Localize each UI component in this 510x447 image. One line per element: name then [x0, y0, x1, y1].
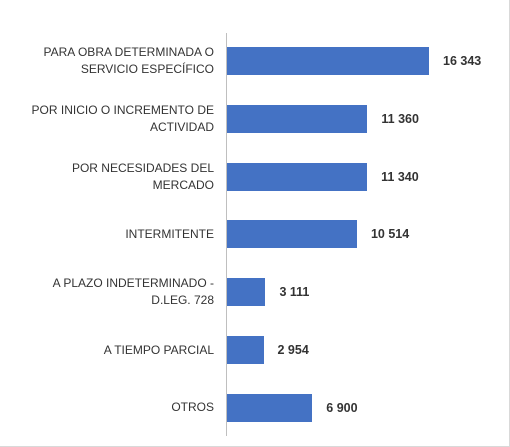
- value-label: 16 343: [443, 54, 482, 68]
- bar: [227, 47, 429, 75]
- value-label: 6 900: [326, 400, 358, 415]
- value-label: 11 360: [381, 111, 419, 126]
- value-label: 10 514: [370, 227, 410, 242]
- value-label: 11 340: [381, 169, 419, 184]
- category-label: OTROS: [171, 400, 214, 415]
- category-label: INTERMITENTE: [125, 226, 214, 241]
- value-label: 2 954: [277, 343, 309, 357]
- category-axis: [226, 33, 227, 436]
- bar: [227, 336, 264, 364]
- category-label: A TIEMPO PARCIAL: [103, 342, 214, 357]
- value-label: 3 111: [279, 285, 310, 300]
- category-label: A PLAZO INDETERMINADO - D.LEG. 728: [52, 276, 214, 308]
- category-label: POR NECESIDADES DEL MERCADO: [71, 160, 214, 192]
- bar: [227, 220, 357, 249]
- bar: [227, 278, 266, 307]
- bar: [227, 162, 368, 191]
- category-label: POR INICIO O INCREMENTO DE ACTIVIDAD: [31, 102, 214, 134]
- bar: [227, 393, 313, 422]
- category-label: PARA OBRA DETERMINADA O SERVICIO ESPECÍF…: [43, 45, 214, 76]
- bar: [227, 104, 368, 133]
